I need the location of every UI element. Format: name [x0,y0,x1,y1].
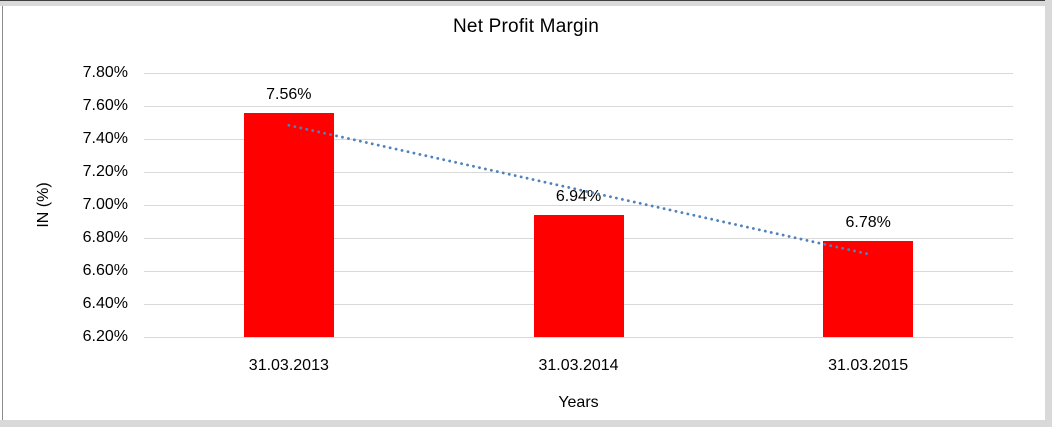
y-tick-label: 6.60% [82,262,128,279]
y-tick-label: 7.80% [82,64,128,81]
frame-border-left [2,6,3,420]
bar-31.03.2013[interactable] [243,112,334,337]
bar-31.03.2015[interactable] [823,241,914,337]
x-tick-label: 31.03.2013 [248,357,329,374]
y-axis-title: IN (%) [35,182,52,228]
gridline [144,73,1013,74]
y-tick-label: 6.20% [82,328,128,345]
frame-border-right [1045,0,1052,427]
gridline [144,106,1013,107]
y-tick-label: 7.40% [82,130,128,147]
chart-title: Net Profit Margin [453,16,599,37]
bar-data-label: 7.56% [266,85,312,103]
x-tick-label: 31.03.2015 [828,357,909,374]
bar-31.03.2014[interactable] [533,214,624,337]
bar-data-label: 6.78% [845,214,891,232]
frame-border-bottom [0,420,1052,427]
y-tick-label: 6.40% [82,295,128,312]
y-tick-label: 7.20% [82,163,128,180]
frame-border-top-inner [0,1,1052,6]
y-tick-label: 6.80% [82,229,128,246]
bar-data-label: 6.94% [555,187,602,205]
frame-border-top [0,0,1052,1]
x-axis-title: Years [558,394,599,411]
x-tick-label: 31.03.2014 [538,357,619,374]
gridline [144,337,1013,338]
y-tick-label: 7.00% [82,196,128,213]
y-tick-label: 7.60% [82,97,128,114]
